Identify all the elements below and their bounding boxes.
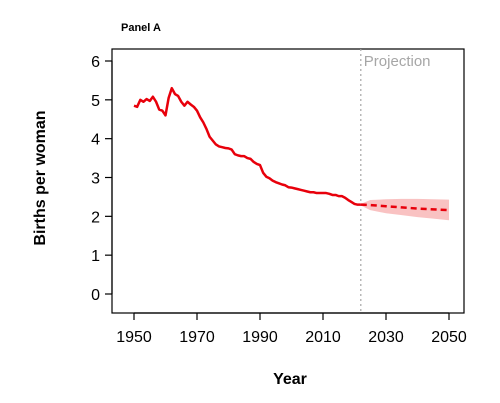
x-axis-title: Year bbox=[273, 371, 307, 388]
y-tick-label: 1 bbox=[91, 248, 100, 265]
y-tick-label: 3 bbox=[91, 171, 100, 188]
historical-series-line bbox=[133, 86, 361, 206]
projection-band-layer bbox=[360, 198, 449, 221]
y-tick-label: 4 bbox=[91, 132, 100, 149]
x-tick-label: 2030 bbox=[368, 329, 404, 346]
x-tick-label: 2050 bbox=[431, 329, 467, 346]
series-layer bbox=[133, 86, 450, 212]
x-tick-label: 2010 bbox=[305, 329, 341, 346]
panel-label: Panel A bbox=[121, 22, 161, 34]
projection-uncertainty-band bbox=[360, 198, 449, 221]
projection-label: Projection bbox=[364, 53, 431, 70]
y-tick-label: 6 bbox=[91, 54, 100, 71]
x-axis: 1950 1970 1990 2010 2030 2050 bbox=[116, 312, 467, 346]
plot-frame bbox=[111, 48, 465, 314]
x-tick-label: 1990 bbox=[242, 329, 278, 346]
y-tick-label: 0 bbox=[91, 287, 100, 304]
projected-series-line bbox=[360, 203, 450, 212]
y-axis: 0 1 2 3 4 5 6 bbox=[91, 54, 113, 304]
x-tick-label: 1950 bbox=[116, 329, 152, 346]
y-tick-label: 5 bbox=[91, 93, 100, 110]
y-tick-label: 2 bbox=[91, 209, 100, 226]
x-tick-label: 1970 bbox=[179, 329, 215, 346]
y-axis-title: Births per woman bbox=[32, 110, 49, 245]
